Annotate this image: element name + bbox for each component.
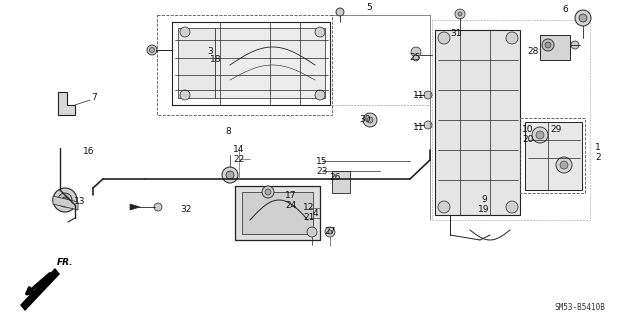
Circle shape xyxy=(545,42,551,48)
Text: 10: 10 xyxy=(522,125,534,135)
Polygon shape xyxy=(215,28,325,98)
Text: 4: 4 xyxy=(312,209,318,218)
Polygon shape xyxy=(178,28,215,98)
Circle shape xyxy=(315,90,325,100)
Circle shape xyxy=(506,32,518,44)
Circle shape xyxy=(180,27,190,37)
Text: 1: 1 xyxy=(595,144,601,152)
Text: 20: 20 xyxy=(522,136,534,145)
Circle shape xyxy=(180,90,190,100)
Polygon shape xyxy=(540,35,570,60)
Circle shape xyxy=(363,113,377,127)
Text: 8: 8 xyxy=(225,127,231,136)
Bar xyxy=(157,15,332,115)
Text: 5: 5 xyxy=(366,4,372,12)
Text: FR.: FR. xyxy=(57,258,74,267)
Text: 15: 15 xyxy=(316,157,328,166)
Text: 3: 3 xyxy=(207,48,213,56)
Text: 24: 24 xyxy=(285,202,296,211)
Text: 25: 25 xyxy=(410,53,420,62)
Circle shape xyxy=(532,127,548,143)
Text: 31: 31 xyxy=(451,28,461,38)
Text: 16: 16 xyxy=(83,147,95,157)
Text: 32: 32 xyxy=(180,204,192,213)
Circle shape xyxy=(265,189,271,195)
Circle shape xyxy=(579,14,587,22)
Circle shape xyxy=(367,117,373,123)
Text: 7: 7 xyxy=(91,93,97,101)
Circle shape xyxy=(575,10,591,26)
Circle shape xyxy=(458,12,462,16)
Circle shape xyxy=(336,8,344,16)
Text: 23: 23 xyxy=(316,167,328,175)
Circle shape xyxy=(424,121,432,129)
Text: 11: 11 xyxy=(413,123,425,132)
Text: 30: 30 xyxy=(359,115,371,123)
Text: 2: 2 xyxy=(595,153,601,162)
Polygon shape xyxy=(435,30,520,215)
Polygon shape xyxy=(242,192,313,234)
Text: 12: 12 xyxy=(303,204,315,212)
Text: 22: 22 xyxy=(234,154,244,164)
Circle shape xyxy=(455,9,465,19)
Circle shape xyxy=(560,161,568,169)
Text: 11: 11 xyxy=(413,92,425,100)
Circle shape xyxy=(307,227,317,237)
Circle shape xyxy=(571,41,579,49)
Polygon shape xyxy=(58,92,75,115)
Text: SM53-B5410B: SM53-B5410B xyxy=(555,302,605,311)
Circle shape xyxy=(226,171,234,179)
Circle shape xyxy=(62,197,68,203)
Circle shape xyxy=(315,27,325,37)
Text: 18: 18 xyxy=(211,56,221,64)
Polygon shape xyxy=(130,204,140,210)
Circle shape xyxy=(556,157,572,173)
Polygon shape xyxy=(525,122,582,190)
Text: 19: 19 xyxy=(478,205,490,214)
Polygon shape xyxy=(53,196,78,210)
Circle shape xyxy=(262,186,274,198)
Text: 14: 14 xyxy=(234,145,244,153)
Circle shape xyxy=(411,47,421,57)
Circle shape xyxy=(413,55,419,61)
Circle shape xyxy=(506,201,518,213)
Circle shape xyxy=(325,227,335,237)
Circle shape xyxy=(536,131,544,139)
Circle shape xyxy=(542,39,554,51)
Bar xyxy=(332,171,350,193)
Circle shape xyxy=(438,32,450,44)
Text: 26: 26 xyxy=(330,174,340,182)
Polygon shape xyxy=(235,186,320,240)
Circle shape xyxy=(53,188,77,212)
Circle shape xyxy=(222,167,238,183)
Circle shape xyxy=(424,91,432,99)
Polygon shape xyxy=(20,268,60,311)
Circle shape xyxy=(154,203,162,211)
Text: 9: 9 xyxy=(481,196,487,204)
Circle shape xyxy=(438,201,450,213)
Circle shape xyxy=(328,230,332,234)
Circle shape xyxy=(58,193,72,207)
Text: 27: 27 xyxy=(324,226,336,235)
Text: 21: 21 xyxy=(303,213,315,222)
Bar xyxy=(520,118,585,193)
Circle shape xyxy=(147,45,157,55)
Text: 13: 13 xyxy=(74,197,86,206)
Text: 28: 28 xyxy=(527,47,539,56)
Text: 29: 29 xyxy=(550,125,562,135)
Circle shape xyxy=(150,48,154,53)
Text: 6: 6 xyxy=(562,5,568,14)
Text: 17: 17 xyxy=(285,191,297,201)
